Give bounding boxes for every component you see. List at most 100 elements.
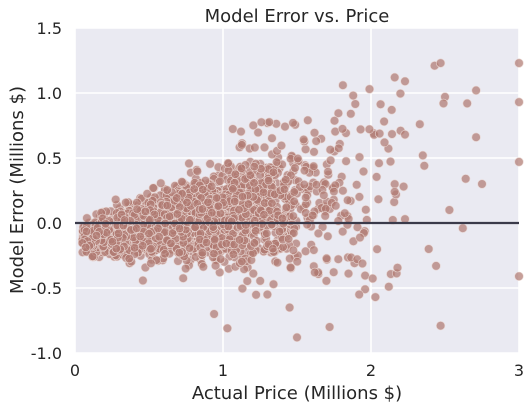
data-point: [416, 120, 425, 129]
data-point: [351, 100, 360, 109]
data-point: [206, 160, 215, 169]
data-point: [269, 244, 278, 253]
data-point: [154, 224, 163, 233]
data-point: [343, 196, 352, 205]
data-point: [141, 207, 150, 216]
data-point: [175, 224, 184, 233]
data-point: [373, 245, 382, 254]
data-point: [250, 239, 259, 248]
data-point: [380, 117, 389, 126]
data-point: [338, 125, 347, 134]
data-point: [268, 134, 277, 143]
data-point: [342, 157, 351, 166]
data-point: [238, 141, 247, 150]
data-point: [294, 154, 303, 163]
data-point: [303, 220, 312, 229]
data-point: [238, 257, 247, 266]
data-point: [268, 199, 277, 208]
data-point: [515, 59, 524, 68]
data-point: [311, 268, 320, 277]
y-tick-label: 1.0: [37, 84, 62, 103]
data-point: [133, 205, 142, 214]
data-point: [293, 257, 302, 266]
data-point: [242, 221, 251, 230]
data-point: [275, 227, 284, 236]
data-point: [302, 193, 311, 202]
data-point: [312, 181, 321, 190]
data-point: [161, 250, 170, 259]
data-point: [301, 145, 310, 154]
data-point: [108, 237, 117, 246]
data-point: [251, 227, 260, 236]
data-point: [183, 198, 192, 207]
data-point: [322, 277, 331, 286]
data-point: [235, 205, 244, 214]
data-point: [88, 252, 97, 261]
data-point: [390, 180, 399, 189]
data-point: [293, 333, 302, 342]
data-point: [339, 81, 348, 90]
data-point: [262, 229, 271, 238]
data-point: [167, 239, 176, 248]
data-point: [380, 138, 389, 147]
data-point: [515, 158, 524, 167]
data-point: [401, 130, 410, 139]
data-point: [251, 143, 260, 152]
data-point: [210, 310, 219, 319]
data-point: [229, 250, 238, 259]
data-point: [355, 153, 364, 162]
data-point: [330, 187, 339, 196]
data-point: [388, 130, 397, 139]
data-point: [229, 125, 238, 134]
data-point: [265, 118, 274, 127]
y-tick-label: 1.5: [37, 19, 62, 38]
data-point: [401, 77, 410, 86]
data-point: [376, 100, 385, 109]
data-point: [286, 263, 295, 272]
data-point: [223, 324, 232, 333]
data-point: [130, 244, 139, 253]
data-point: [284, 235, 293, 244]
y-tick-label: -1.0: [31, 344, 62, 363]
data-point: [285, 303, 294, 312]
x-tick-labels: 0 1 2 3: [70, 361, 524, 380]
data-point: [299, 135, 308, 144]
data-point: [185, 159, 194, 168]
data-point: [399, 182, 408, 191]
data-point: [326, 156, 335, 165]
data-point: [478, 180, 487, 189]
data-point: [256, 277, 265, 286]
data-point: [339, 186, 348, 195]
data-point: [459, 224, 468, 233]
data-point: [324, 167, 333, 176]
data-point: [238, 284, 247, 293]
y-tick-label: 0.0: [37, 214, 62, 233]
data-point: [193, 167, 202, 176]
data-point: [385, 282, 394, 291]
data-point: [191, 223, 200, 232]
data-point: [260, 143, 269, 152]
data-point: [185, 244, 194, 253]
data-point: [210, 249, 219, 258]
data-point: [235, 236, 244, 245]
data-point: [375, 129, 384, 138]
data-point: [282, 203, 291, 212]
data-point: [289, 119, 298, 128]
data-point: [289, 212, 298, 221]
data-point: [312, 137, 321, 146]
data-point: [325, 323, 334, 332]
data-point: [355, 193, 364, 202]
data-point: [181, 264, 190, 273]
data-point: [310, 129, 319, 138]
data-point: [198, 205, 207, 214]
data-point: [273, 258, 282, 267]
data-point: [344, 269, 353, 278]
data-point: [300, 166, 309, 175]
data-point: [136, 232, 145, 241]
data-point: [208, 209, 217, 218]
data-point: [324, 232, 333, 241]
data-point: [461, 175, 470, 184]
data-point: [300, 180, 309, 189]
data-point: [214, 202, 223, 211]
data-point: [390, 73, 399, 82]
